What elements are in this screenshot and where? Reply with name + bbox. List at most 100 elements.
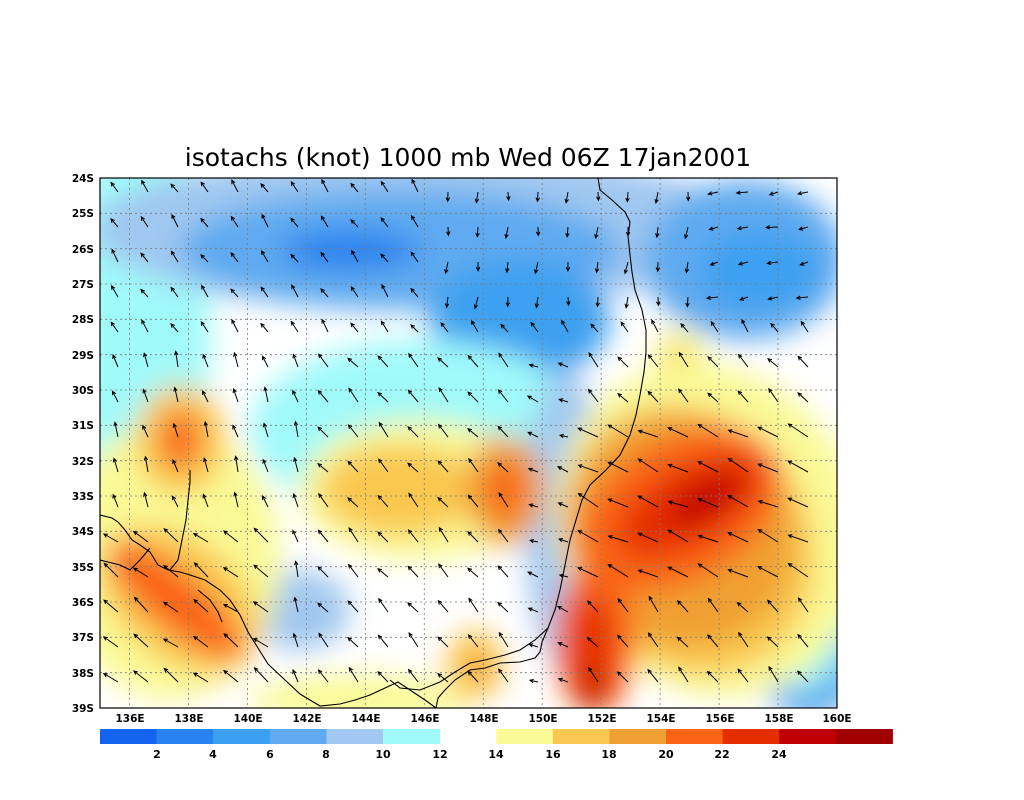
wind-arrow: [233, 351, 239, 368]
wind-arrow: [528, 363, 539, 368]
wind-arrow: [637, 532, 659, 543]
wind-arrow: [253, 667, 269, 683]
lat-tick-33s: 33S: [72, 491, 94, 503]
wind-arrow: [102, 533, 119, 543]
wind-arrow: [348, 387, 359, 403]
wind-arrow: [260, 322, 269, 333]
wind-arrow: [607, 498, 629, 508]
wind-arrow: [102, 636, 119, 648]
wind-arrow: [535, 226, 541, 237]
wind-arrow: [737, 261, 749, 266]
wind-arrow: [708, 226, 719, 231]
wind-arrow: [351, 249, 359, 263]
wind-arrow: [736, 601, 749, 613]
wind-arrow: [407, 425, 419, 438]
wind-arrow: [727, 532, 749, 543]
wind-arrow: [317, 426, 329, 438]
wind-arrow: [407, 462, 419, 473]
wind-arrow: [655, 261, 661, 273]
wind-arrow: [528, 503, 539, 508]
wind-arrow: [140, 252, 149, 263]
wind-arrow: [293, 420, 299, 438]
wind-arrow: [534, 261, 539, 275]
wind-arrow: [410, 214, 419, 228]
wind-arrow: [438, 563, 449, 578]
wind-arrow: [607, 564, 629, 578]
wind-arrow: [437, 636, 449, 648]
wind-arrow: [173, 386, 179, 403]
wind-arrow: [253, 527, 269, 543]
wind-arrow: [222, 603, 239, 613]
wind-arrow: [440, 321, 449, 333]
wind-arrow: [318, 353, 329, 368]
wind-arrow: [757, 463, 779, 473]
wind-arrow: [438, 526, 449, 543]
wind-arrow: [140, 288, 149, 298]
wind-arrow: [172, 422, 179, 438]
shade-red-west-band: [107, 541, 243, 659]
wind-arrow: [556, 466, 569, 473]
wind-arrow: [587, 388, 599, 403]
wind-arrow: [141, 319, 149, 333]
wind-arrow: [577, 492, 599, 508]
wind-arrow: [738, 296, 749, 301]
wind-arrow: [292, 353, 299, 368]
wind-arrow: [193, 598, 209, 613]
wind-arrow: [410, 287, 419, 298]
wind-arrow: [292, 529, 299, 543]
wind-arrow: [233, 491, 239, 508]
wind-arrow: [467, 391, 479, 403]
wind-arrow: [797, 355, 809, 368]
wind-arrow: [534, 296, 540, 309]
wind-arrow: [577, 464, 599, 473]
wind-arrow: [767, 357, 779, 368]
wind-arrow: [684, 226, 689, 240]
wind-arrow: [110, 218, 119, 228]
wind-arrow: [654, 191, 659, 205]
wind-arrow: [380, 320, 389, 333]
wind-arrow: [377, 391, 389, 403]
lon-tick-142e: 142E: [292, 713, 321, 725]
wind-arrow: [410, 324, 419, 333]
wind-arrow: [103, 599, 119, 613]
spencer-gulf-line: [169, 470, 191, 571]
wind-arrow: [347, 636, 359, 648]
wind-arrow: [467, 354, 479, 368]
wind-arrow: [437, 496, 449, 508]
wind-arrow: [317, 565, 329, 578]
wind-arrow: [727, 429, 749, 438]
wind-arrow: [588, 351, 599, 368]
wind-arrow: [292, 632, 299, 648]
wind-arrow: [787, 562, 809, 578]
wind-vector-field: [102, 178, 809, 684]
wind-arrow: [200, 320, 209, 333]
wind-arrow: [798, 226, 809, 231]
wind-arrow: [667, 566, 689, 578]
wind-arrow: [787, 423, 809, 438]
wind-arrow: [617, 634, 629, 648]
wind-arrow: [590, 323, 599, 333]
wind-arrow: [738, 631, 749, 648]
lon-tick-138e: 138E: [174, 713, 203, 725]
wind-arrow: [111, 248, 119, 263]
wind-arrow: [727, 568, 749, 578]
wind-arrow: [291, 284, 299, 298]
wind-arrow: [707, 355, 719, 368]
wind-arrow: [468, 457, 479, 473]
lat-tick-35s: 35S: [72, 562, 94, 574]
wind-arrow: [795, 295, 809, 300]
coastline: [100, 178, 647, 708]
colorbar-swatch: [722, 729, 780, 744]
wind-arrow: [557, 677, 569, 683]
colorbar-label-14: 14: [488, 748, 504, 761]
wind-arrow: [192, 635, 209, 648]
shade-maroon-core-east: [669, 474, 741, 526]
wind-arrow: [170, 323, 179, 333]
colorbar-label-8: 8: [322, 748, 330, 761]
wind-arrow: [170, 286, 179, 298]
wind-arrow: [506, 191, 511, 202]
wind-arrow: [607, 535, 629, 543]
wind-arrow: [530, 321, 539, 333]
wind-arrow: [437, 672, 449, 683]
